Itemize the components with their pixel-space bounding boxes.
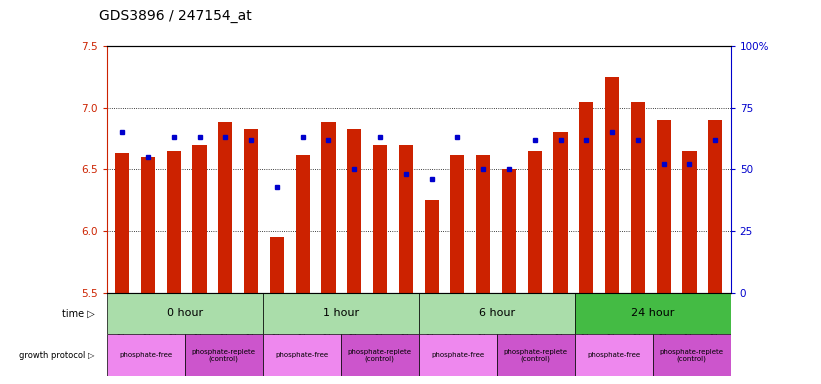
Bar	[419, 293, 575, 334]
Bar	[107, 293, 263, 334]
Text: phosphate-replete
(control): phosphate-replete (control)	[192, 349, 255, 362]
Text: 6 hour: 6 hour	[479, 308, 515, 318]
Bar	[657, 120, 671, 293]
Bar	[115, 153, 129, 293]
Text: phosphate-free: phosphate-free	[275, 353, 328, 358]
Text: time ▷: time ▷	[62, 308, 94, 318]
Bar	[419, 334, 497, 376]
Bar	[347, 129, 361, 293]
Text: growth protocol ▷: growth protocol ▷	[19, 351, 94, 360]
Bar	[185, 334, 263, 376]
Text: phosphate-replete
(control): phosphate-replete (control)	[348, 349, 411, 362]
Bar	[263, 334, 341, 376]
Bar	[399, 145, 413, 293]
Bar	[450, 154, 465, 293]
Bar	[296, 154, 310, 293]
Bar	[107, 334, 185, 376]
Bar	[653, 334, 731, 376]
Text: GDS3896 / 247154_at: GDS3896 / 247154_at	[99, 9, 251, 23]
Bar	[263, 293, 419, 334]
Bar	[270, 237, 284, 293]
Bar	[631, 101, 645, 293]
Text: 1 hour: 1 hour	[323, 308, 359, 318]
Bar	[192, 145, 207, 293]
Bar	[141, 157, 155, 293]
Text: 24 hour: 24 hour	[631, 308, 674, 318]
Bar	[682, 151, 696, 293]
Bar	[553, 132, 567, 293]
Bar	[579, 101, 594, 293]
Bar	[528, 151, 542, 293]
Text: phosphate-free: phosphate-free	[587, 353, 640, 358]
Text: phosphate-replete
(control): phosphate-replete (control)	[660, 349, 723, 362]
Bar	[167, 151, 181, 293]
Text: phosphate-free: phosphate-free	[431, 353, 484, 358]
Bar	[476, 154, 490, 293]
Text: phosphate-free: phosphate-free	[119, 353, 172, 358]
Bar	[373, 145, 388, 293]
Bar	[218, 122, 232, 293]
Bar	[709, 120, 722, 293]
Bar	[502, 169, 516, 293]
Bar	[321, 122, 336, 293]
Bar	[244, 129, 259, 293]
Bar	[424, 200, 438, 293]
Bar	[341, 334, 419, 376]
Bar	[575, 334, 653, 376]
Bar	[575, 293, 731, 334]
Bar	[497, 334, 575, 376]
Bar	[605, 77, 619, 293]
Text: phosphate-replete
(control): phosphate-replete (control)	[504, 349, 567, 362]
Text: 0 hour: 0 hour	[167, 308, 203, 318]
